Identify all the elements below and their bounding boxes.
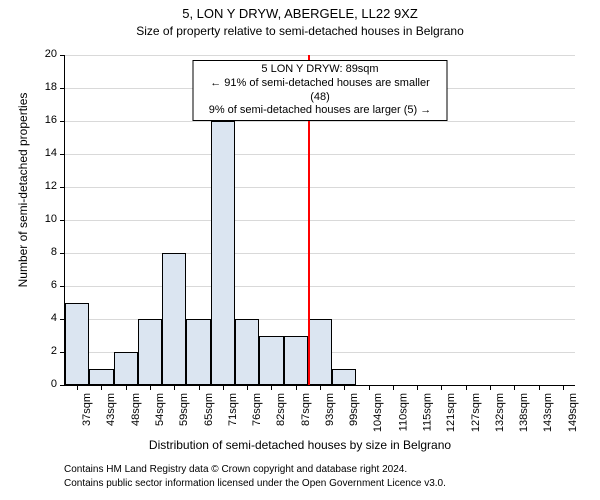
x-tick-mark <box>466 385 467 390</box>
x-tick-label: 93sqm <box>324 393 336 426</box>
gridline <box>65 55 575 56</box>
x-tick-label: 132sqm <box>494 393 506 432</box>
x-tick-label: 76sqm <box>251 393 263 426</box>
x-tick-mark <box>296 385 297 390</box>
gridline <box>65 220 575 221</box>
y-tick-mark <box>60 385 65 386</box>
x-tick-label: 99sqm <box>348 393 360 426</box>
x-tick-label: 54sqm <box>154 393 166 426</box>
y-tick-label: 20 <box>31 48 57 60</box>
x-tick-mark <box>441 385 442 390</box>
x-tick-label: 138sqm <box>518 393 530 432</box>
y-tick-label: 4 <box>31 312 57 324</box>
x-tick-mark <box>126 385 127 390</box>
bar <box>186 319 210 385</box>
y-tick-label: 6 <box>31 279 57 291</box>
bar <box>259 336 283 386</box>
x-tick-label: 110sqm <box>397 393 409 431</box>
y-axis-label: Number of semi-detached properties <box>16 50 30 330</box>
x-tick-mark <box>247 385 248 390</box>
y-tick-mark <box>60 55 65 56</box>
gridline <box>65 121 575 122</box>
footer-line-2: Contains public sector information licen… <box>64 478 446 489</box>
bar <box>211 121 235 385</box>
x-tick-mark <box>320 385 321 390</box>
x-tick-label: 59sqm <box>178 393 190 426</box>
x-tick-label: 48sqm <box>130 393 142 426</box>
annotation-line: ← 91% of semi-detached houses are smalle… <box>200 77 441 105</box>
x-tick-mark <box>490 385 491 390</box>
x-tick-mark <box>199 385 200 390</box>
chart-container: 5, LON Y DRYW, ABERGELE, LL22 9XZ Size o… <box>0 0 600 500</box>
y-tick-label: 2 <box>31 345 57 357</box>
bar <box>65 303 89 386</box>
chart-title-sub: Size of property relative to semi-detach… <box>0 24 600 38</box>
bar <box>138 319 162 385</box>
gridline <box>65 286 575 287</box>
x-tick-label: 121sqm <box>445 393 457 432</box>
bar <box>308 319 332 385</box>
x-tick-label: 37sqm <box>81 393 93 426</box>
x-tick-mark <box>514 385 515 390</box>
y-tick-label: 16 <box>31 114 57 126</box>
annotation-box: 5 LON Y DRYW: 89sqm← 91% of semi-detache… <box>193 60 448 121</box>
x-tick-label: 43sqm <box>105 393 117 426</box>
annotation-line: 5 LON Y DRYW: 89sqm <box>200 63 441 77</box>
bar <box>114 352 138 385</box>
y-tick-mark <box>60 88 65 89</box>
footer-line-1: Contains HM Land Registry data © Crown c… <box>64 464 407 475</box>
y-tick-label: 10 <box>31 213 57 225</box>
bar <box>162 253 186 385</box>
y-tick-mark <box>60 220 65 221</box>
x-tick-mark <box>101 385 102 390</box>
x-tick-mark <box>417 385 418 390</box>
x-tick-mark <box>223 385 224 390</box>
x-tick-mark <box>344 385 345 390</box>
x-tick-label: 143sqm <box>543 393 555 432</box>
bar <box>332 369 356 386</box>
x-tick-label: 71sqm <box>227 393 239 426</box>
x-tick-mark <box>174 385 175 390</box>
x-tick-label: 87sqm <box>300 393 312 426</box>
x-tick-mark <box>271 385 272 390</box>
annotation-line: 9% of semi-detached houses are larger (5… <box>200 104 441 118</box>
x-tick-mark <box>563 385 564 390</box>
bar <box>235 319 259 385</box>
y-tick-mark <box>60 121 65 122</box>
y-tick-mark <box>60 187 65 188</box>
y-tick-mark <box>60 286 65 287</box>
chart-title-main: 5, LON Y DRYW, ABERGELE, LL22 9XZ <box>0 6 600 21</box>
bar <box>284 336 308 386</box>
x-tick-label: 115sqm <box>421 393 433 431</box>
x-tick-mark <box>393 385 394 390</box>
x-axis-label: Distribution of semi-detached houses by … <box>0 438 600 452</box>
y-tick-label: 8 <box>31 246 57 258</box>
x-tick-label: 127sqm <box>470 393 482 432</box>
x-tick-mark <box>150 385 151 390</box>
x-tick-label: 82sqm <box>275 393 287 426</box>
y-tick-label: 0 <box>31 378 57 390</box>
gridline <box>65 253 575 254</box>
bar <box>89 369 113 386</box>
y-tick-label: 12 <box>31 180 57 192</box>
y-tick-mark <box>60 154 65 155</box>
y-tick-mark <box>60 253 65 254</box>
y-tick-label: 14 <box>31 147 57 159</box>
x-tick-mark <box>539 385 540 390</box>
x-tick-label: 104sqm <box>373 393 385 432</box>
plot-area: 0246810121416182037sqm43sqm48sqm54sqm59s… <box>64 55 575 386</box>
x-tick-mark <box>77 385 78 390</box>
y-tick-label: 18 <box>31 81 57 93</box>
x-tick-label: 149sqm <box>567 393 579 432</box>
x-tick-label: 65sqm <box>203 393 215 426</box>
x-tick-mark <box>369 385 370 390</box>
gridline <box>65 154 575 155</box>
gridline <box>65 187 575 188</box>
